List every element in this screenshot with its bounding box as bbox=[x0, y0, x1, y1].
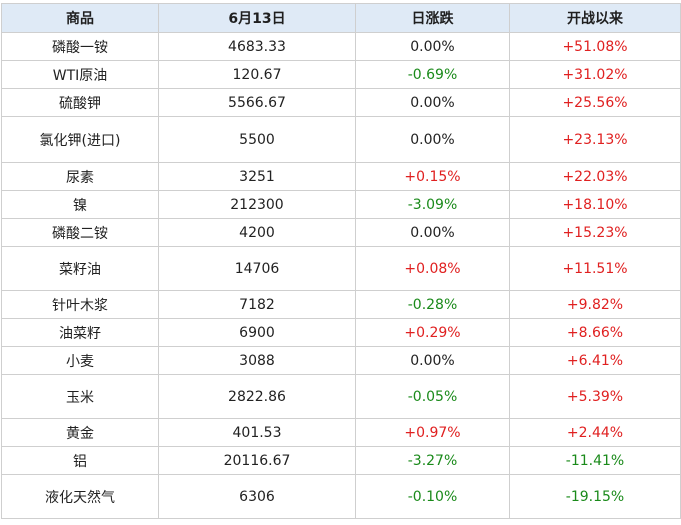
daily-change-value: -3.09% bbox=[355, 190, 510, 219]
commodity-name: 硫酸钾 bbox=[1, 88, 159, 117]
daily-change-value: -0.05% bbox=[355, 374, 510, 419]
commodity-name: 尿素 bbox=[1, 162, 159, 191]
daily-change-value: 0.00% bbox=[355, 218, 510, 247]
daily-change-value: +0.29% bbox=[355, 318, 510, 347]
price-value: 6306 bbox=[158, 474, 356, 519]
price-value: 2822.86 bbox=[158, 374, 356, 419]
commodity-name: 黄金 bbox=[1, 418, 159, 447]
since-change-value: +22.03% bbox=[509, 162, 681, 191]
since-change-value: +31.02% bbox=[509, 60, 681, 89]
since-change-value: +23.13% bbox=[509, 116, 681, 163]
table-row: 菜籽油 14706 +0.08% +11.51% bbox=[1, 246, 681, 291]
table-row: 液化天然气 6306 -0.10% -19.15% bbox=[1, 474, 681, 519]
header-change-since-war: 开战以来 bbox=[509, 3, 681, 33]
table-row: 镍 212300 -3.09% +18.10% bbox=[1, 190, 681, 219]
daily-change-value: +0.08% bbox=[355, 246, 510, 291]
table-row: 针叶木浆 7182 -0.28% +9.82% bbox=[1, 290, 681, 319]
price-value: 7182 bbox=[158, 290, 356, 319]
price-value: 4683.33 bbox=[158, 32, 356, 61]
price-value: 120.67 bbox=[158, 60, 356, 89]
since-change-value: +8.66% bbox=[509, 318, 681, 347]
table-body: 磷酸一铵 4683.33 0.00% +51.08% WTI原油 120.67 … bbox=[1, 32, 681, 519]
daily-change-value: -0.69% bbox=[355, 60, 510, 89]
price-value: 3088 bbox=[158, 346, 356, 375]
price-value: 4200 bbox=[158, 218, 356, 247]
since-change-value: +11.51% bbox=[509, 246, 681, 291]
price-value: 401.53 bbox=[158, 418, 356, 447]
commodity-name: WTI原油 bbox=[1, 60, 159, 89]
since-change-value: +5.39% bbox=[509, 374, 681, 419]
table-row: 硫酸钾 5566.67 0.00% +25.56% bbox=[1, 88, 681, 117]
daily-change-value: -3.27% bbox=[355, 446, 510, 475]
since-change-value: -19.15% bbox=[509, 474, 681, 519]
since-change-value: +51.08% bbox=[509, 32, 681, 61]
table-row: 磷酸一铵 4683.33 0.00% +51.08% bbox=[1, 32, 681, 61]
commodity-name: 油菜籽 bbox=[1, 318, 159, 347]
commodity-name: 磷酸二铵 bbox=[1, 218, 159, 247]
daily-change-value: +0.97% bbox=[355, 418, 510, 447]
daily-change-value: 0.00% bbox=[355, 88, 510, 117]
price-value: 212300 bbox=[158, 190, 356, 219]
daily-change-value: 0.00% bbox=[355, 346, 510, 375]
daily-change-value: -0.28% bbox=[355, 290, 510, 319]
since-change-value: -11.41% bbox=[509, 446, 681, 475]
header-daily-change: 日涨跌 bbox=[355, 3, 510, 33]
table-row: 尿素 3251 +0.15% +22.03% bbox=[1, 162, 681, 191]
since-change-value: +18.10% bbox=[509, 190, 681, 219]
commodity-name: 玉米 bbox=[1, 374, 159, 419]
table-row: 玉米 2822.86 -0.05% +5.39% bbox=[1, 374, 681, 419]
commodity-name: 菜籽油 bbox=[1, 246, 159, 291]
commodity-name: 针叶木浆 bbox=[1, 290, 159, 319]
since-change-value: +6.41% bbox=[509, 346, 681, 375]
table-row: 黄金 401.53 +0.97% +2.44% bbox=[1, 418, 681, 447]
commodity-name: 镍 bbox=[1, 190, 159, 219]
table-row: 小麦 3088 0.00% +6.41% bbox=[1, 346, 681, 375]
price-value: 20116.67 bbox=[158, 446, 356, 475]
table-row: 铝 20116.67 -3.27% -11.41% bbox=[1, 446, 681, 475]
table-row: 磷酸二铵 4200 0.00% +15.23% bbox=[1, 218, 681, 247]
commodity-name: 氯化钾(进口) bbox=[1, 116, 159, 163]
table-header-row: 商品 6月13日 日涨跌 开战以来 bbox=[1, 3, 681, 33]
commodity-name: 磷酸一铵 bbox=[1, 32, 159, 61]
commodity-price-table-container: 商品 6月13日 日涨跌 开战以来 磷酸一铵 4683.33 0.00% +51… bbox=[1, 3, 681, 519]
price-value: 5566.67 bbox=[158, 88, 356, 117]
daily-change-value: 0.00% bbox=[355, 116, 510, 163]
price-value: 5500 bbox=[158, 116, 356, 163]
commodity-name: 液化天然气 bbox=[1, 474, 159, 519]
since-change-value: +2.44% bbox=[509, 418, 681, 447]
table-row: WTI原油 120.67 -0.69% +31.02% bbox=[1, 60, 681, 89]
since-change-value: +9.82% bbox=[509, 290, 681, 319]
commodity-name: 小麦 bbox=[1, 346, 159, 375]
since-change-value: +25.56% bbox=[509, 88, 681, 117]
table-row: 氯化钾(进口) 5500 0.00% +23.13% bbox=[1, 116, 681, 163]
commodity-name: 铝 bbox=[1, 446, 159, 475]
header-date-price: 6月13日 bbox=[158, 3, 356, 33]
price-value: 14706 bbox=[158, 246, 356, 291]
since-change-value: +15.23% bbox=[509, 218, 681, 247]
daily-change-value: -0.10% bbox=[355, 474, 510, 519]
price-value: 3251 bbox=[158, 162, 356, 191]
daily-change-value: 0.00% bbox=[355, 32, 510, 61]
commodity-price-table: 商品 6月13日 日涨跌 开战以来 磷酸一铵 4683.33 0.00% +51… bbox=[1, 3, 681, 519]
daily-change-value: +0.15% bbox=[355, 162, 510, 191]
header-commodity: 商品 bbox=[1, 3, 159, 33]
price-value: 6900 bbox=[158, 318, 356, 347]
table-row: 油菜籽 6900 +0.29% +8.66% bbox=[1, 318, 681, 347]
